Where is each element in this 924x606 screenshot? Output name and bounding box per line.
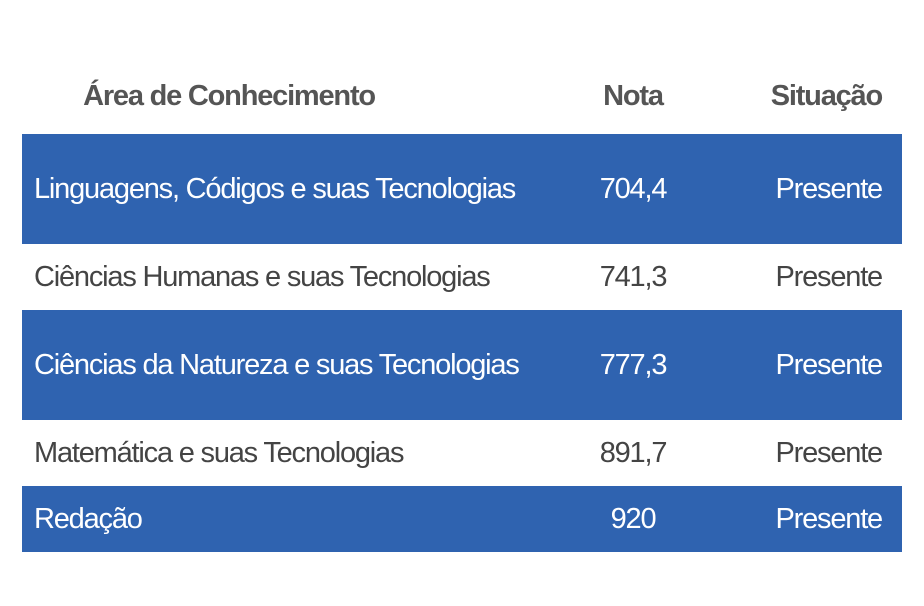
cell: Presente bbox=[700, 310, 902, 420]
score-table: Área de Conhecimento Nota Situação Lingu… bbox=[22, 58, 902, 552]
cell: 891,7 bbox=[599, 437, 668, 469]
header-cell: Situação bbox=[770, 79, 883, 112]
cell: Ciências Humanas e suas Tecnologias bbox=[34, 261, 491, 293]
row: Ciências da Natureza e suas Tecnologias 7… bbox=[22, 310, 902, 420]
header-cell: Área de Conhecimento bbox=[83, 79, 376, 112]
cell: Ciências da Natureza e suas Tecnologias bbox=[22, 310, 566, 420]
cell: Presente bbox=[775, 261, 884, 293]
cell: 920 bbox=[566, 486, 700, 552]
cell: Matemática e suas Tecnologias bbox=[34, 437, 404, 469]
cell: 777,3 bbox=[566, 310, 700, 420]
row: Linguagens, Códigos e suas Tecnologias 70… bbox=[22, 134, 902, 244]
row: Redação 920 Presente bbox=[22, 486, 902, 552]
cell: Presente bbox=[775, 437, 884, 469]
cell: Presente bbox=[700, 486, 902, 552]
row: Ciências Humanas e suas Tecnologias 741,3… bbox=[22, 244, 902, 310]
cell: 741,3 bbox=[599, 261, 668, 293]
header-row: Área de Conhecimento Nota Situação bbox=[22, 58, 902, 134]
cell: 704,4 bbox=[566, 134, 700, 244]
cell: Linguagens, Códigos e suas Tecnologias bbox=[22, 134, 566, 244]
row: Matemática e suas Tecnologias 891,7 Presen… bbox=[22, 420, 902, 486]
cell: Redação bbox=[22, 486, 566, 552]
cell: Presente bbox=[700, 134, 902, 244]
header-cell: Nota bbox=[603, 79, 664, 112]
